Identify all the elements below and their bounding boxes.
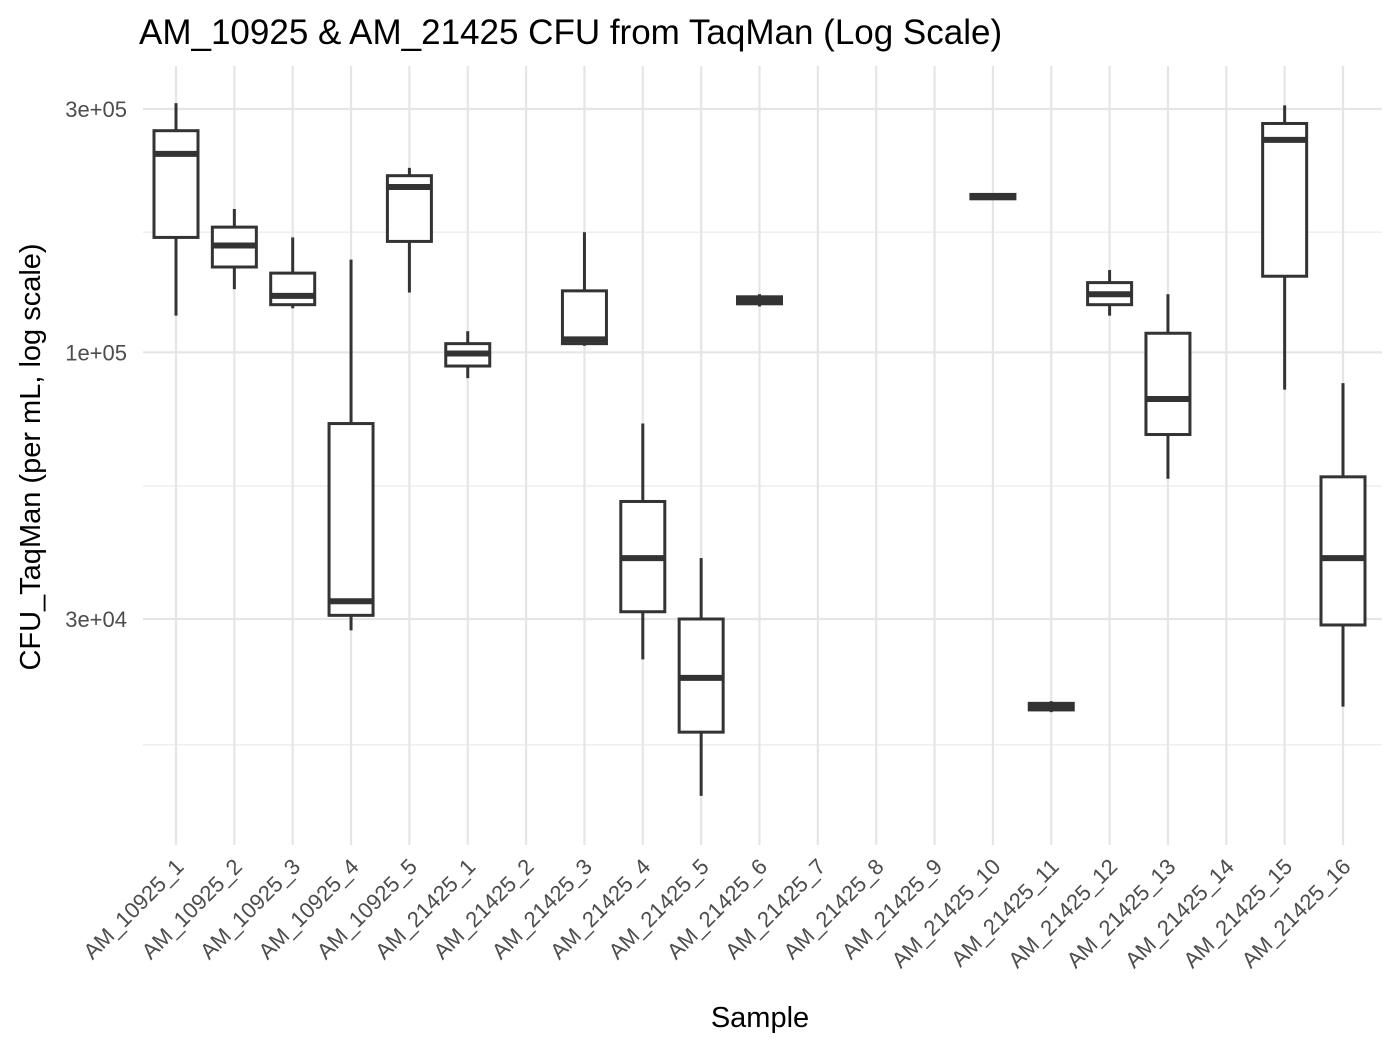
box-am-10925-5 (385, 167, 433, 293)
box-am-21425-10 (969, 192, 1017, 201)
x-tick-label: AM_10925_1 (78, 854, 188, 964)
iqr-box (560, 289, 608, 346)
y-tick-label: 3e+05 (65, 97, 127, 122)
chart-title: AM_10925 & AM_21425 CFU from TaqMan (Log… (139, 13, 1002, 52)
box-am-21425-4 (619, 423, 667, 660)
box-am-21425-3 (560, 232, 608, 346)
box-am-10925-1 (152, 103, 200, 316)
iqr-box (1144, 331, 1192, 437)
iqr-box (1319, 475, 1367, 627)
iqr-box (1261, 121, 1309, 278)
box-series (152, 103, 1367, 796)
box-am-21425-1 (444, 331, 492, 379)
iqr-box (269, 271, 317, 307)
box-am-21425-15 (1261, 105, 1309, 390)
iqr-box (152, 129, 200, 239)
y-axis-tick-labels: 3e+04 1e+05 3e+05 (65, 97, 127, 632)
box-am-10925-3 (269, 237, 317, 309)
iqr-box (327, 422, 375, 617)
y-tick-label: 3e+04 (65, 607, 127, 632)
y-axis-title: CFU_TaqMan (per mL, log scale) (15, 243, 47, 670)
x-axis-title: Sample (711, 1002, 809, 1034)
x-axis-tick-labels: AM_10925_1AM_10925_2AM_10925_3AM_10925_4… (78, 854, 1355, 973)
box-am-21425-6 (736, 294, 783, 307)
box-am-21425-11 (1027, 701, 1075, 713)
y-tick-label: 1e+05 (65, 340, 127, 365)
box-am-21425-12 (1086, 270, 1134, 316)
box-am-10925-4 (327, 259, 375, 631)
gridlines (143, 66, 1382, 845)
box-am-21425-16 (1319, 383, 1367, 707)
box-am-21425-13 (1144, 294, 1192, 479)
box-am-21425-5 (677, 558, 725, 796)
box-am-10925-2 (210, 209, 258, 290)
